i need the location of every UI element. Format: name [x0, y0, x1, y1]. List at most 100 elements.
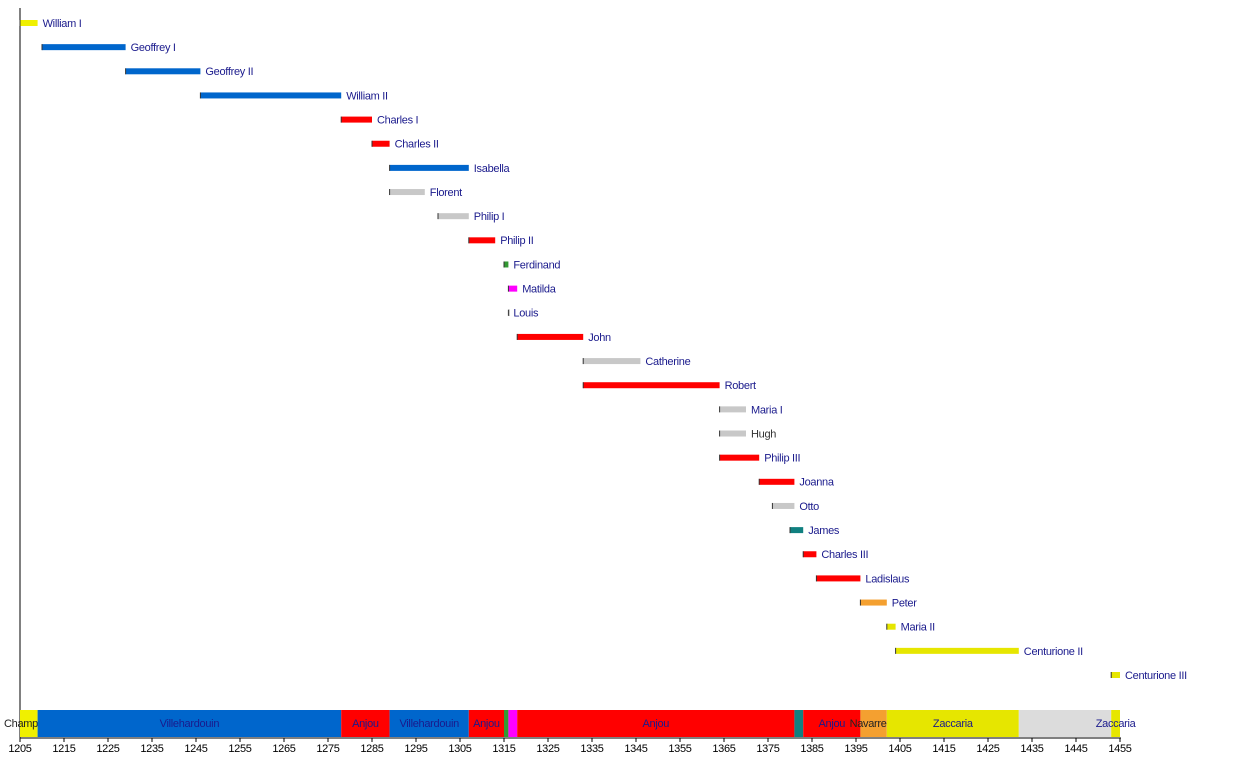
- reign-bar: [438, 213, 469, 220]
- x-tick-label: 1455: [1108, 743, 1131, 755]
- reign-bar: [816, 575, 861, 582]
- reign-bar: [508, 285, 518, 292]
- x-tick-label: 1215: [52, 743, 75, 755]
- reign-bar: [583, 358, 641, 365]
- x-tick-label: 1365: [712, 743, 735, 755]
- reign-bar: [389, 164, 469, 171]
- period-band: [20, 710, 38, 737]
- ruler-label: Centurione II: [1024, 646, 1083, 658]
- reign-bar: [803, 551, 817, 558]
- x-tick-label: 1325: [536, 743, 559, 755]
- period-band: [803, 710, 861, 737]
- period-band: [504, 710, 509, 737]
- ruler-label: Philip III: [764, 453, 800, 465]
- reign-bar: [583, 382, 720, 389]
- ruler-label: Louis: [513, 308, 539, 320]
- ruler-label: Philip II: [500, 235, 534, 247]
- x-tick-label: 1265: [272, 743, 295, 755]
- reign-bar: [759, 478, 795, 485]
- x-tick-label: 1305: [448, 743, 471, 755]
- period-band: [860, 710, 887, 737]
- period-band: [508, 710, 518, 737]
- reign-bar: [886, 623, 896, 630]
- period-band: [37, 710, 342, 737]
- x-tick-label: 1255: [228, 743, 251, 755]
- reign-bar: [1111, 672, 1120, 678]
- ruler-label: Ladislaus: [865, 573, 910, 585]
- x-tick-label: 1445: [1064, 743, 1087, 755]
- ruler-label: Peter: [892, 597, 917, 609]
- period-band: [1111, 710, 1120, 737]
- x-tick-label: 1345: [624, 743, 647, 755]
- x-tick-label: 1285: [360, 743, 383, 755]
- x-tick-label: 1275: [316, 743, 339, 755]
- x-tick-label: 1405: [888, 743, 911, 755]
- ruler-label: Charles I: [377, 114, 419, 126]
- ruler-label: John: [588, 332, 611, 344]
- ruler-label: Isabella: [474, 163, 511, 175]
- reign-bar: [790, 527, 804, 534]
- reign-bar: [125, 68, 201, 75]
- ruler-label: Maria II: [901, 622, 936, 634]
- reign-bar: [389, 189, 425, 196]
- x-tick-label: 1235: [140, 743, 163, 755]
- x-tick-label: 1395: [844, 743, 867, 755]
- ruler-label: Geoffrey II: [205, 66, 253, 78]
- reign-bar: [719, 406, 746, 413]
- x-tick-label: 1335: [580, 743, 603, 755]
- ruler-label: Matilda: [522, 284, 557, 296]
- ruler-label: James: [808, 525, 840, 537]
- x-tick-label: 1385: [800, 743, 823, 755]
- ruler-label: Geoffrey I: [131, 42, 176, 54]
- period-band: [468, 710, 504, 737]
- reign-bar: [20, 20, 38, 26]
- ruler-label: Maria I: [751, 404, 783, 416]
- reign-bar: [895, 647, 1019, 654]
- x-tick-label: 1295: [404, 743, 427, 755]
- period-label: Anjou: [642, 718, 669, 730]
- period-label: Villehardouin: [160, 718, 220, 730]
- period-label: Anjou: [352, 718, 379, 730]
- x-tick-label: 1205: [8, 743, 31, 755]
- period-band: [794, 710, 804, 737]
- ruler-label: Ferdinand: [513, 259, 560, 271]
- ruler-label: William II: [346, 90, 388, 102]
- reign-bar: [772, 502, 795, 509]
- ruler-label: Florent: [430, 187, 462, 199]
- x-tick-label: 1315: [492, 743, 515, 755]
- ruler-label: Charles II: [395, 139, 439, 151]
- ruler-label: Otto: [799, 501, 819, 513]
- reign-bar: [200, 92, 342, 99]
- period-band: [389, 710, 469, 737]
- period-band: [886, 710, 1019, 737]
- reign-bar: [719, 430, 746, 437]
- ruler-label: Charles III: [821, 549, 868, 561]
- x-tick-label: 1415: [932, 743, 955, 755]
- period-label: Zaccaria: [1096, 718, 1137, 730]
- reign-bar: [468, 237, 496, 244]
- period-label: Anjou: [473, 718, 500, 730]
- period-label: Zaccaria: [933, 718, 974, 730]
- ruler-label: Joanna: [799, 477, 834, 489]
- reign-bar: [860, 599, 887, 606]
- ruler-label: Robert: [725, 380, 756, 392]
- reign-bar: [517, 333, 584, 340]
- period-label: Villehardouin: [399, 718, 459, 730]
- reign-bar: [372, 140, 390, 147]
- reign-bar: [504, 261, 509, 268]
- x-tick-label: 1435: [1020, 743, 1043, 755]
- reign-bar: [341, 116, 372, 123]
- ruler-label: Catherine: [645, 356, 690, 368]
- period-band: [341, 710, 390, 737]
- x-tick-label: 1225: [96, 743, 119, 755]
- period-label: Navarrese: [850, 718, 898, 730]
- ruler-label: William I: [43, 18, 82, 30]
- x-tick-label: 1375: [756, 743, 779, 755]
- period-band: [1018, 710, 1112, 737]
- x-tick-label: 1245: [184, 743, 207, 755]
- period-band: [517, 710, 795, 737]
- ruler-label: Centurione III: [1125, 670, 1187, 682]
- ruler-label: Hugh: [751, 428, 776, 440]
